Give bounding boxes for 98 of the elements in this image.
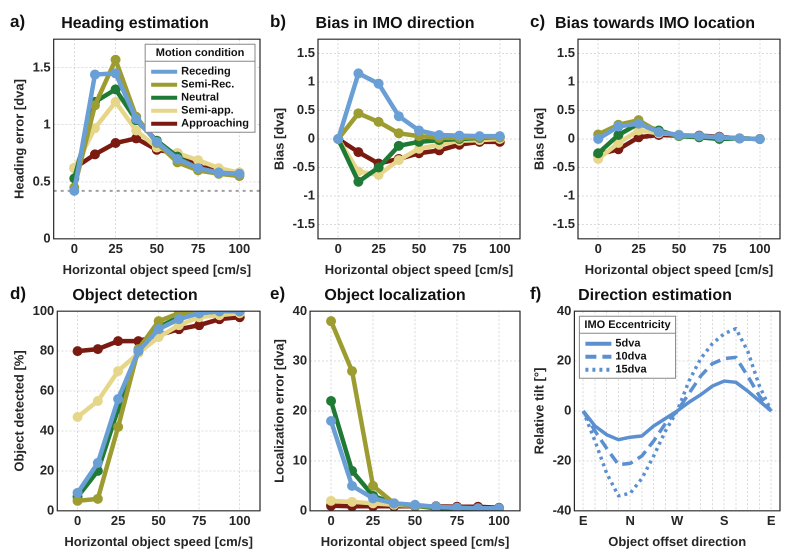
chart-title: Bias in IMO direction — [315, 15, 475, 32]
x-tick-label: 0 — [594, 241, 602, 256]
text: d) — [10, 284, 26, 304]
y-tick-label: 40 — [40, 422, 54, 438]
y-tick-label: 0.5 — [556, 102, 575, 118]
legend-label: 10dva — [615, 350, 648, 363]
y-tick-label: 40 — [292, 302, 308, 318]
x-tick-label: 75 — [452, 241, 467, 256]
x-tick-label: 100 — [228, 513, 251, 528]
chart-title: Bias towards IMO location — [554, 15, 756, 32]
y-tick-label: 1 — [568, 74, 575, 89]
x-axis-title: Horizontal object speed [cm/s] — [324, 262, 514, 277]
legend-label: Semi-Rec. — [181, 78, 234, 91]
x-tick-label: E — [578, 513, 588, 528]
x-axis-title: Object offset direction — [608, 534, 746, 549]
x-tick-label: W — [671, 513, 684, 528]
y-tick-label: 100 — [32, 302, 54, 318]
y-tick-label: 20 — [40, 462, 54, 478]
y-tick-label: -1.5 — [552, 216, 575, 232]
y-tick-label: 30 — [292, 352, 308, 368]
x-tick-label: 75 — [450, 513, 464, 528]
x-tick-label: S — [720, 513, 729, 528]
legend-label: 5dva — [615, 338, 642, 350]
legend-label: Semi-app. — [181, 104, 234, 117]
y-tick-label: -1 — [303, 188, 315, 203]
legend-title: Motion condition — [156, 47, 245, 60]
y-tick-label: 10 — [292, 452, 308, 468]
chart-title: Object detection — [72, 287, 198, 304]
x-tick-label: 25 — [631, 241, 646, 256]
text: a) — [10, 12, 26, 32]
x-tick-label: 100 — [228, 241, 250, 256]
y-axis-title: Bias [dva] — [271, 108, 286, 170]
y-tick-label: 20 — [292, 402, 308, 418]
y-axis-title: Localization error [dva] — [271, 339, 286, 483]
y-tick-label: -40 — [552, 502, 572, 518]
x-tick-label: 100 — [488, 241, 511, 256]
x-tick-label: 50 — [151, 513, 166, 528]
x-tick-label: 25 — [110, 513, 126, 528]
y-tick-label: 0 — [308, 130, 315, 146]
y-tick-label: 1 — [308, 74, 315, 89]
y-tick-label: 1 — [43, 116, 51, 132]
x-tick-label: 0 — [334, 241, 342, 256]
y-tick-label: 1.5 — [556, 45, 575, 60]
x-tick-label: E — [766, 513, 776, 528]
y-tick-label: 60 — [40, 382, 54, 398]
y-tick-label: -1.5 — [292, 216, 315, 232]
y-tick-label: 0 — [43, 230, 51, 246]
legend-label: Receding — [181, 66, 231, 78]
y-axis-title: Bias [dva] — [531, 108, 546, 170]
x-axis-title: Horizontal object speed [cm/s] — [584, 262, 774, 277]
y-tick-label: -1 — [563, 188, 575, 203]
y-tick-label: 1.5 — [32, 59, 51, 74]
legend-label: 15dva — [615, 364, 648, 376]
x-tick-label: 75 — [190, 241, 206, 256]
x-tick-label: 0 — [327, 513, 335, 528]
text: c) — [530, 12, 546, 32]
y-axis-title: Object detected [%] — [11, 350, 26, 472]
chart-title: Object localization — [324, 287, 466, 304]
x-tick-label: 0 — [70, 241, 78, 256]
y-tick-label: -20 — [552, 452, 572, 468]
chart-title: Direction estimation — [578, 287, 732, 304]
x-tick-label: 50 — [672, 241, 686, 256]
y-tick-label: 80 — [40, 342, 54, 358]
text: e) — [270, 284, 286, 304]
y-tick-label: 0 — [568, 130, 575, 146]
y-tick-label: 0.5 — [32, 173, 51, 188]
legend-title: IMO Eccentricity — [584, 319, 672, 332]
x-tick-label: 75 — [712, 241, 727, 256]
y-tick-label: 0 — [47, 502, 54, 518]
y-tick-label: 20 — [556, 352, 572, 368]
y-tick-label: -0.5 — [552, 159, 575, 174]
x-tick-label: 50 — [412, 241, 426, 256]
y-tick-label: 0.5 — [296, 102, 315, 118]
y-tick-label: -0.5 — [292, 159, 315, 174]
y-tick-label: 1.5 — [296, 45, 315, 60]
legend-label: Approaching — [181, 118, 250, 130]
x-tick-label: 100 — [488, 513, 510, 528]
x-tick-label: N — [626, 513, 635, 528]
x-tick-label: 75 — [192, 513, 206, 528]
x-tick-label: 25 — [108, 241, 123, 256]
x-tick-label: 25 — [371, 241, 386, 256]
text: f) — [530, 284, 542, 304]
chart-title: Heading estimation — [61, 15, 209, 32]
y-tick-label: 0 — [564, 402, 572, 418]
y-axis-title: Heading error [dva] — [11, 79, 26, 199]
x-tick-label: 50 — [150, 241, 164, 256]
x-axis-title: Horizontal object speed [cm/s] — [62, 262, 252, 277]
x-tick-label: 0 — [74, 513, 82, 528]
x-axis-title: Horizontal object speed [cm/s] — [64, 534, 253, 549]
text: b) — [270, 12, 286, 32]
y-axis-title: Relative tilt [°] — [531, 368, 546, 454]
x-tick-label: 100 — [748, 241, 771, 256]
y-tick-label: 0 — [300, 502, 308, 518]
legend-label: Neutral — [181, 92, 220, 104]
x-tick-label: 25 — [366, 513, 380, 528]
x-tick-label: 50 — [408, 513, 422, 528]
y-tick-label: 40 — [556, 302, 572, 318]
x-axis-title: Horizontal object speed [cm/s] — [320, 534, 510, 549]
